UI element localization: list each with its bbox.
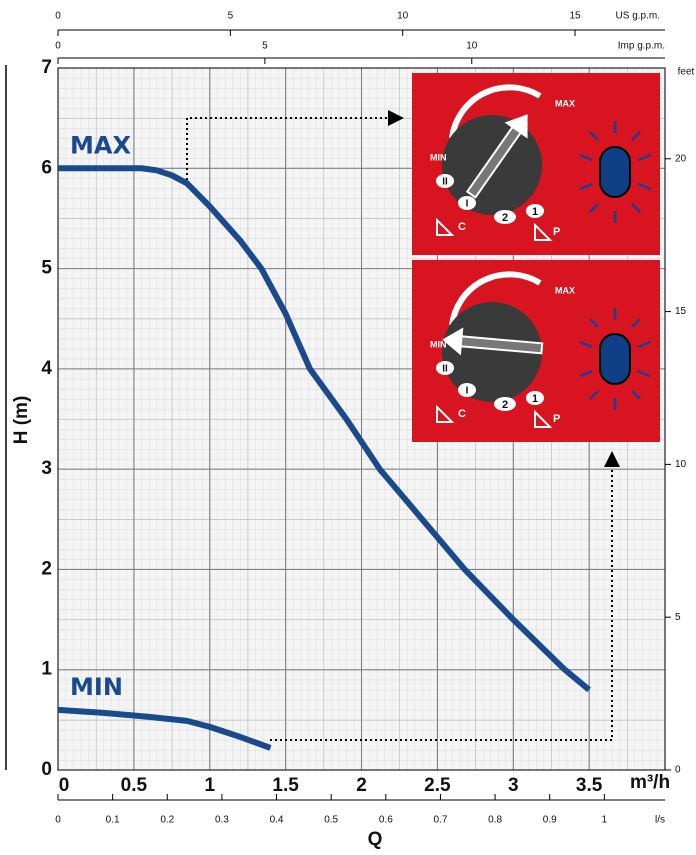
control-panel: MAX MIN II I 2 1 C P bbox=[412, 73, 660, 255]
y-tick-label: 3 bbox=[41, 458, 52, 479]
tick-label: 0.4 bbox=[270, 815, 284, 826]
knob-label: I bbox=[466, 199, 469, 210]
ls-axis-label: l/s bbox=[655, 815, 665, 826]
tick-label: 0 bbox=[55, 11, 61, 22]
tick-label: 0.1 bbox=[106, 815, 120, 826]
x-tick-label: 0 bbox=[59, 775, 70, 796]
knob-label: C bbox=[458, 221, 466, 233]
knob-label: 1 bbox=[532, 393, 538, 405]
tick-label: 10 bbox=[675, 459, 687, 470]
series-line bbox=[58, 165, 592, 693]
x-tick-label: 3 bbox=[508, 775, 519, 796]
x-unit-label: m³/h bbox=[630, 772, 670, 793]
series-label: MIN bbox=[70, 673, 123, 701]
knob-label: 2 bbox=[502, 212, 508, 224]
control-panel: MAX MIN II I 2 1 C P bbox=[412, 260, 660, 442]
feet-axis-label: feet bbox=[678, 67, 695, 78]
knob-label: I bbox=[466, 386, 469, 397]
x-tick-label: 0.5 bbox=[121, 775, 148, 796]
tick-label: 0 bbox=[55, 41, 61, 52]
knob-label: 2 bbox=[502, 399, 508, 411]
y-tick-label: 0 bbox=[41, 759, 52, 780]
tick-label: 5 bbox=[675, 612, 681, 623]
tick-label: 0.2 bbox=[160, 815, 174, 826]
tick-label: 0.5 bbox=[324, 815, 338, 826]
x-tick-label: 2.5 bbox=[424, 775, 451, 796]
tick-label: 0 bbox=[675, 765, 681, 776]
y-axis-label: H (m) bbox=[11, 396, 32, 445]
x-tick-label: 1.5 bbox=[272, 775, 299, 796]
knob-label: C bbox=[458, 408, 466, 420]
knob-label: II bbox=[442, 364, 448, 375]
series-line bbox=[57, 706, 272, 751]
series-label: MAX bbox=[70, 131, 131, 159]
tick-label: 0.9 bbox=[543, 815, 557, 826]
us-axis-label: US g.p.m. bbox=[616, 11, 660, 22]
tick-label: 1 bbox=[602, 815, 608, 826]
tick-label: 5 bbox=[262, 41, 268, 52]
tick-label: 0.3 bbox=[215, 815, 229, 826]
knob-label: P bbox=[553, 226, 560, 238]
knob-label: MIN bbox=[430, 152, 447, 162]
tick-label: 0.6 bbox=[379, 815, 393, 826]
knob-label: MAX bbox=[555, 285, 575, 295]
tick-label: 15 bbox=[675, 306, 687, 317]
arrow bbox=[270, 451, 620, 741]
knob-label: MAX bbox=[555, 98, 575, 108]
knob-label: 1 bbox=[532, 206, 538, 218]
tick-label: 20 bbox=[675, 153, 687, 164]
imp-axis-label: Imp g.p.m. bbox=[618, 41, 665, 52]
x-tick-label: 1 bbox=[204, 775, 215, 796]
y-tick-label: 2 bbox=[41, 558, 52, 579]
y-tick-label: 7 bbox=[41, 57, 52, 78]
x-tick-label: 2 bbox=[356, 775, 367, 796]
y-tick-label: 6 bbox=[41, 157, 52, 178]
tick-label: 10 bbox=[466, 41, 478, 52]
arrow bbox=[186, 110, 404, 180]
x-axis-label: Q bbox=[368, 829, 383, 850]
tick-label: 0 bbox=[55, 815, 61, 826]
tick-label: 0.8 bbox=[488, 815, 502, 826]
knob-label: MIN bbox=[430, 339, 447, 349]
tick-label: 15 bbox=[569, 11, 581, 22]
y-tick-label: 4 bbox=[41, 358, 52, 379]
y-tick-label: 5 bbox=[41, 258, 52, 279]
tick-label: 0.7 bbox=[433, 815, 447, 826]
x-tick-label: 3.5 bbox=[576, 775, 603, 796]
tick-label: 5 bbox=[228, 11, 234, 22]
y-tick-label: 1 bbox=[41, 659, 52, 680]
plot-border bbox=[57, 67, 666, 771]
tick-label: 10 bbox=[397, 11, 409, 22]
knob-label: II bbox=[442, 177, 448, 188]
knob-label: P bbox=[553, 413, 560, 425]
